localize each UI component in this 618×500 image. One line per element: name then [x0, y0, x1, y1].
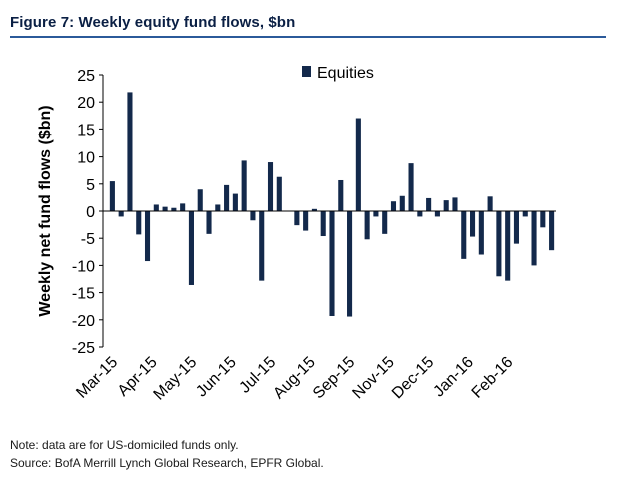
equity-flows-chart: Weekly net fund flows ($bn) 25 20 15 10 5 0 -5…	[37, 65, 556, 404]
x-tick-label: Aug-15	[270, 354, 319, 403]
bar	[136, 211, 142, 235]
legend-swatch	[302, 66, 311, 77]
bar	[426, 197, 432, 211]
footnote: Note: data are for US-domiciled funds on…	[10, 438, 239, 452]
bar	[329, 211, 335, 316]
y-tick-label: 20	[77, 95, 95, 112]
y-tick-label: -15	[72, 286, 95, 303]
bar	[153, 204, 159, 211]
bar	[399, 195, 405, 211]
legend-label: Equities	[317, 65, 374, 82]
x-axis-ticks: Mar-15Apr-15May-15Jun-15Jul-15Aug-15Sep-…	[73, 354, 516, 404]
x-tick-label: Feb-16	[469, 354, 517, 402]
bar	[144, 211, 151, 262]
bar	[443, 200, 449, 211]
bar	[338, 179, 344, 211]
x-tick-label: May-15	[151, 354, 201, 404]
y-tick-label: 5	[86, 177, 95, 194]
bar	[118, 211, 124, 217]
bar	[355, 118, 361, 211]
bar	[303, 211, 309, 231]
y-tick-label: -10	[72, 258, 95, 275]
x-tick-label: Jun-15	[193, 354, 240, 401]
bar	[206, 211, 212, 234]
x-tick-label: Nov-15	[349, 354, 398, 403]
bar	[390, 201, 397, 211]
bar	[487, 196, 493, 211]
x-tick-label: Dec-15	[389, 354, 438, 403]
bar	[540, 211, 546, 228]
bar	[241, 160, 247, 211]
y-tick-label: 0	[86, 204, 95, 221]
bar	[276, 176, 282, 211]
bar	[452, 197, 458, 211]
y-axis-label-group: Weekly net fund flows ($bn)	[37, 105, 54, 316]
bars	[109, 92, 555, 317]
bar	[180, 203, 186, 211]
bar	[171, 207, 177, 211]
bar	[311, 208, 317, 211]
bar	[408, 163, 414, 211]
bar	[215, 204, 221, 211]
bar	[232, 193, 238, 211]
bar	[478, 211, 484, 255]
bar	[496, 211, 502, 277]
y-tick-label: 15	[77, 122, 95, 139]
bar	[259, 211, 265, 281]
bar	[267, 162, 274, 211]
bar	[162, 206, 168, 211]
legend: Equities	[302, 65, 374, 82]
bar	[549, 211, 555, 251]
bar	[250, 211, 256, 221]
y-tick-label: -25	[72, 340, 95, 357]
bar	[347, 211, 353, 317]
bar	[470, 211, 476, 237]
y-tick-label: -5	[81, 231, 95, 248]
bar	[320, 211, 326, 237]
y-axis-ticks: 25 20 15 10 5 0 -5 -10 -15 -20 -25	[72, 68, 103, 357]
bar	[531, 211, 537, 266]
source-note: Source: BofA Merrill Lynch Global Resear…	[10, 456, 324, 470]
bar	[505, 211, 511, 281]
bar	[197, 189, 203, 211]
bar	[417, 211, 423, 217]
bar	[461, 211, 467, 259]
y-tick-label: 10	[77, 150, 95, 167]
bar	[373, 211, 379, 217]
bar	[434, 211, 440, 217]
bar	[294, 211, 300, 226]
y-axis-label: Weekly net fund flows ($bn)	[37, 105, 54, 316]
title-rule	[10, 36, 606, 38]
bar	[188, 211, 194, 285]
bar	[127, 92, 133, 211]
x-tick-label: Sep-15	[310, 354, 359, 403]
x-tick-label: Mar-15	[73, 354, 121, 402]
bar	[109, 181, 115, 211]
figure-title: Figure 7: Weekly equity fund flows, $bn	[10, 14, 296, 31]
y-tick-label: 25	[77, 68, 95, 85]
bar	[522, 211, 528, 217]
bar	[224, 184, 230, 211]
bar	[382, 211, 388, 234]
y-tick-label: -20	[72, 313, 95, 330]
bar	[364, 211, 370, 240]
x-tick-label: Jan-16	[430, 354, 477, 401]
bar	[513, 211, 520, 244]
